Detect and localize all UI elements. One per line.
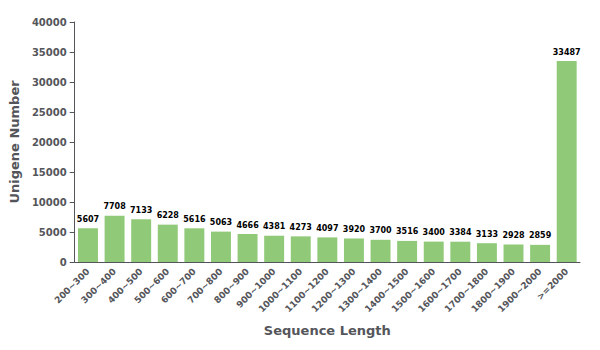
svg-text:700~800: 700~800 (185, 266, 225, 306)
svg-text:200~300: 200~300 (52, 266, 92, 306)
svg-text:500~600: 500~600 (132, 266, 172, 306)
svg-text:1700~1800: 1700~1800 (442, 266, 491, 315)
svg-text:400~500: 400~500 (105, 266, 145, 306)
svg-text:5607: 5607 (77, 215, 99, 224)
svg-text:3133: 3133 (476, 230, 498, 239)
svg-text:3400: 3400 (423, 228, 446, 237)
svg-text:1800~1900: 1800~1900 (469, 266, 517, 315)
svg-text:7133: 7133 (130, 206, 152, 215)
svg-text:Unigene Number: Unigene Number (7, 80, 22, 204)
svg-text:30000: 30000 (32, 77, 67, 88)
svg-text:1200~1300: 1200~1300 (309, 266, 358, 315)
svg-text:3920: 3920 (343, 225, 366, 234)
svg-text:7708: 7708 (103, 202, 126, 211)
svg-text:10000: 10000 (32, 197, 67, 208)
svg-text:33487: 33487 (553, 48, 581, 57)
svg-text:1400~1500: 1400~1500 (362, 266, 411, 315)
svg-text:35000: 35000 (32, 47, 67, 58)
svg-text:800~900: 800~900 (212, 266, 252, 306)
svg-text:>=2000: >=2000 (535, 266, 570, 301)
svg-text:20000: 20000 (32, 137, 67, 148)
svg-text:6228: 6228 (157, 211, 180, 220)
svg-text:3384: 3384 (449, 228, 472, 237)
svg-text:4381: 4381 (263, 222, 286, 231)
svg-text:1000~1100: 1000~1100 (256, 266, 305, 315)
svg-text:600~700: 600~700 (159, 266, 198, 306)
svg-text:300~400: 300~400 (79, 266, 119, 306)
svg-text:3516: 3516 (396, 227, 419, 236)
svg-text:4097: 4097 (316, 224, 338, 233)
svg-text:2928: 2928 (502, 231, 525, 240)
svg-text:1600~1700: 1600~1700 (416, 266, 464, 315)
svg-text:2859: 2859 (529, 231, 552, 240)
svg-text:3700: 3700 (369, 226, 392, 235)
svg-text:40000: 40000 (32, 17, 67, 28)
svg-text:5000: 5000 (39, 227, 67, 238)
svg-text:4273: 4273 (290, 223, 312, 232)
svg-text:1100~1200: 1100~1200 (283, 266, 331, 315)
svg-text:0: 0 (60, 257, 67, 268)
svg-text:900~1000: 900~1000 (234, 266, 278, 310)
svg-text:5616: 5616 (183, 215, 206, 224)
svg-text:5063: 5063 (210, 218, 232, 227)
svg-text:25000: 25000 (32, 107, 67, 118)
svg-text:1500~1600: 1500~1600 (389, 266, 438, 315)
svg-text:Sequence Length: Sequence Length (264, 323, 391, 338)
svg-text:4666: 4666 (236, 221, 259, 230)
svg-text:15000: 15000 (32, 167, 67, 178)
svg-text:1900~2000: 1900~2000 (496, 266, 544, 314)
svg-text:1300~1400: 1300~1400 (336, 266, 385, 315)
